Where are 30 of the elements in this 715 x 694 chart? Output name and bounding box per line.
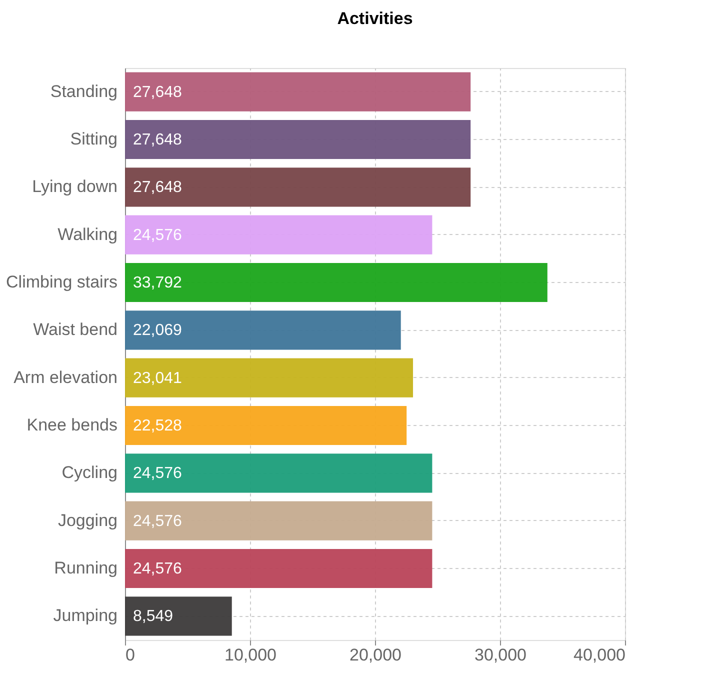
- data-label: 27,648: [133, 132, 182, 148]
- y-tick-label: Jumping: [53, 606, 118, 626]
- chart-title: Activities: [337, 9, 413, 28]
- data-label: 24,576: [133, 226, 182, 244]
- data-label: 22,528: [133, 418, 182, 434]
- y-tick-label: Knee bends: [26, 416, 118, 434]
- data-label: 24,576: [133, 512, 182, 530]
- x-tick-label: 20,000: [350, 646, 402, 664]
- y-tick-label: Lying down: [32, 177, 118, 196]
- y-tick-label: Arm elevation: [14, 368, 118, 387]
- y-tick-label: Jogging: [58, 510, 118, 530]
- data-label: 22,069: [133, 322, 182, 340]
- data-label: 23,041: [133, 370, 182, 387]
- y-tick-label: Cycling: [62, 463, 118, 482]
- y-tick-label: Standing: [50, 82, 118, 101]
- data-label: 24,576: [133, 560, 182, 578]
- y-tick-label: Walking: [58, 224, 118, 244]
- x-tick-label: 40,000: [574, 646, 626, 664]
- y-tick-label: Sitting: [70, 130, 118, 148]
- x-tick-label: 10,000: [224, 646, 276, 664]
- x-tick-label: 0: [126, 646, 135, 664]
- data-label: 27,648: [133, 179, 182, 196]
- data-label: 27,648: [133, 84, 182, 101]
- data-label: 8,549: [133, 608, 174, 626]
- data-label: 33,792: [133, 274, 182, 292]
- y-tick-label: Waist bend: [33, 320, 118, 340]
- x-tick-label: 30,000: [474, 646, 526, 664]
- y-tick-label: Running: [54, 558, 118, 578]
- data-label: 24,576: [133, 465, 182, 482]
- y-tick-label: Climbing stairs: [6, 272, 118, 292]
